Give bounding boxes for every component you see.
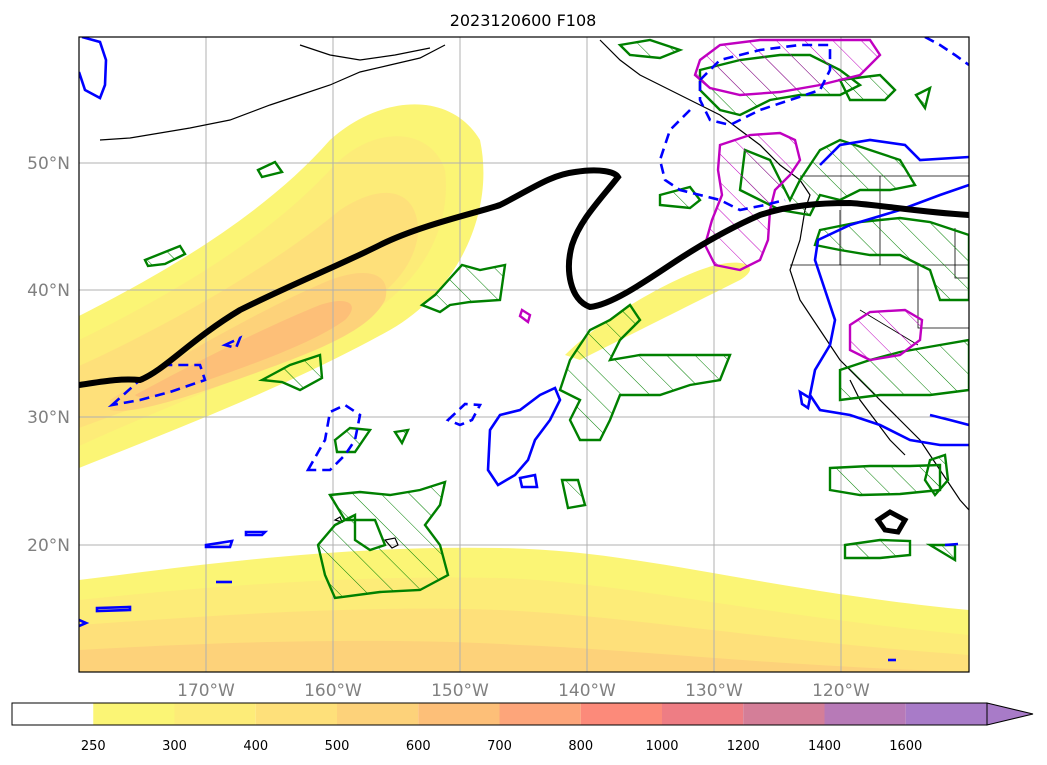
colorbar-tick-label: 1600 [889, 739, 922, 754]
colorbar-tick-label: 250 [81, 739, 106, 754]
colorbar-tick-label: 500 [325, 739, 350, 754]
colorbar-tick-label: 300 [162, 739, 187, 754]
lon-label-140w: 140°W [558, 681, 616, 701]
hatched-regions [143, 38, 969, 600]
lat-label-30n: 30°N [27, 408, 70, 428]
lon-label-150w: 150°W [431, 681, 489, 701]
colorbar-cell [824, 703, 906, 725]
colorbar-tick-label: 700 [487, 739, 512, 754]
colorbar-cell [12, 703, 94, 725]
chart-title: 2023120600 F108 [450, 11, 597, 30]
colorbar-cell [337, 703, 419, 725]
lat-label-40n: 40°N [27, 281, 70, 301]
colorbar: 250 300 400 500 600 700 800 1000 1200 1400 1600 [11, 702, 1034, 754]
lon-label-120w: 120°W [812, 681, 870, 701]
blue-contours-solid [79, 37, 969, 662]
colorbar-cell [418, 703, 500, 725]
colorbar-cell [255, 703, 337, 725]
lat-label-50n: 50°N [27, 154, 70, 174]
colorbar-tick-label: 1400 [808, 739, 841, 754]
lat-label-20n: 20°N [27, 536, 70, 556]
colorbar-cell [580, 703, 662, 725]
colorbar-cell [662, 703, 744, 725]
colorbar-cell [743, 703, 825, 725]
lon-label-170w: 170°W [177, 681, 235, 701]
lat-axis-labels: 50°N 40°N 30°N 20°N [27, 154, 70, 556]
colorbar-tick-label: 1200 [727, 739, 760, 754]
lon-label-130w: 130°W [685, 681, 743, 701]
colorbar-tick-label: 800 [568, 739, 593, 754]
colorbar-cell [93, 703, 175, 725]
colorbar-tick-label: 600 [406, 739, 431, 754]
map-panel [79, 37, 969, 672]
jet-shading-south [79, 547, 969, 672]
lon-label-160w: 160°W [304, 681, 362, 701]
blue-contours-dashed [107, 37, 969, 472]
colorbar-tick-label: 400 [243, 739, 268, 754]
colorbar-frame [11, 702, 988, 726]
gridlines [79, 37, 969, 672]
lon-axis-labels: 170°W 160°W 150°W 140°W 130°W 120°W [177, 681, 870, 701]
map-frame [78, 36, 970, 673]
jet-contour [79, 167, 969, 535]
colorbar-cell [499, 703, 581, 725]
colorbar-extend-arrow [986, 702, 1034, 726]
colorbar-cell [174, 703, 256, 725]
colorbar-cell [905, 703, 987, 725]
colorbar-tick-label: 1000 [645, 739, 678, 754]
